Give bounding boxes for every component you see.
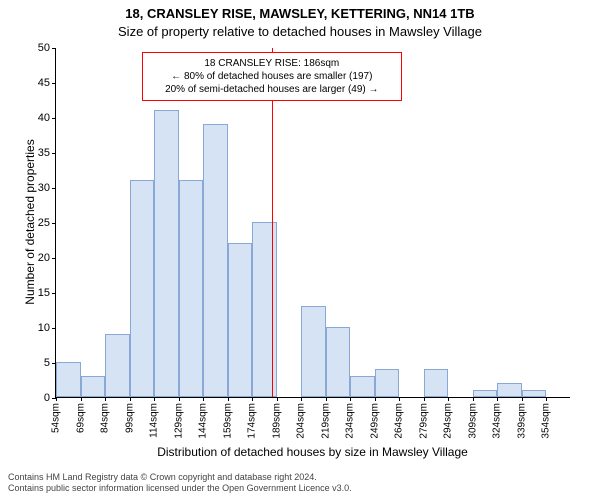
x-tick-mark <box>473 397 474 401</box>
y-tick-mark <box>52 363 56 364</box>
y-tick-label: 10 <box>38 322 50 334</box>
y-tick-mark <box>52 48 56 49</box>
x-tick-label: 54sqm <box>51 403 62 433</box>
x-tick-mark <box>105 397 106 401</box>
y-tick-label: 25 <box>38 217 50 229</box>
x-tick-mark <box>130 397 131 401</box>
page-title: 18, CRANSLEY RISE, MAWSLEY, KETTERING, N… <box>0 6 600 21</box>
y-tick-label: 15 <box>38 287 50 299</box>
histogram-bar <box>301 306 326 397</box>
x-tick-label: 84sqm <box>100 403 111 433</box>
annotation-line: 18 CRANSLEY RISE: 186sqm <box>151 57 393 70</box>
x-tick-mark <box>56 397 57 401</box>
footer-attribution: Contains HM Land Registry data © Crown c… <box>8 472 352 495</box>
footer-line: Contains HM Land Registry data © Crown c… <box>8 472 352 483</box>
x-tick-label: 219sqm <box>320 403 331 439</box>
x-tick-mark <box>277 397 278 401</box>
x-tick-label: 69sqm <box>75 403 86 433</box>
x-tick-mark <box>228 397 229 401</box>
x-tick-mark <box>301 397 302 401</box>
x-tick-mark <box>375 397 376 401</box>
x-tick-label: 174sqm <box>247 403 258 439</box>
x-tick-label: 264sqm <box>394 403 405 439</box>
x-tick-label: 234sqm <box>345 403 356 439</box>
x-tick-mark <box>399 397 400 401</box>
y-axis-label: Number of detached properties <box>23 122 37 322</box>
y-tick-mark <box>52 118 56 119</box>
histogram-bar <box>56 362 81 397</box>
histogram-bar <box>105 334 130 397</box>
x-tick-label: 279sqm <box>418 403 429 439</box>
page-subtitle: Size of property relative to detached ho… <box>0 24 600 39</box>
histogram-bar <box>424 369 449 397</box>
histogram-bar <box>497 383 522 397</box>
x-tick-label: 99sqm <box>124 403 135 433</box>
y-tick-label: 50 <box>38 42 50 54</box>
x-tick-mark <box>522 397 523 401</box>
y-tick-mark <box>52 258 56 259</box>
histogram-plot: 0510152025303540455054sqm69sqm84sqm99sqm… <box>55 48 570 398</box>
histogram-bar <box>179 180 204 397</box>
histogram-bar <box>326 327 351 397</box>
histogram-bar <box>203 124 228 397</box>
x-tick-label: 354sqm <box>541 403 552 439</box>
x-tick-mark <box>448 397 449 401</box>
x-tick-label: 324sqm <box>492 403 503 439</box>
histogram-bar <box>350 376 375 397</box>
x-tick-label: 114sqm <box>149 403 160 438</box>
footer-line: Contains public sector information licen… <box>8 483 352 494</box>
y-tick-mark <box>52 153 56 154</box>
plot-area: 0510152025303540455054sqm69sqm84sqm99sqm… <box>55 48 570 398</box>
y-tick-label: 5 <box>44 357 50 369</box>
x-tick-mark <box>81 397 82 401</box>
y-tick-mark <box>52 223 56 224</box>
histogram-bar <box>81 376 106 397</box>
x-tick-label: 189sqm <box>271 403 282 439</box>
x-tick-label: 249sqm <box>369 403 380 439</box>
y-tick-mark <box>52 188 56 189</box>
x-tick-label: 129sqm <box>173 403 184 439</box>
y-tick-mark <box>52 293 56 294</box>
x-tick-label: 144sqm <box>198 403 209 439</box>
x-tick-label: 294sqm <box>443 403 454 439</box>
histogram-bar <box>252 222 277 397</box>
x-tick-label: 309sqm <box>467 403 478 439</box>
y-tick-label: 45 <box>38 77 50 89</box>
y-tick-label: 20 <box>38 252 50 264</box>
x-tick-mark <box>546 397 547 401</box>
y-tick-label: 40 <box>38 112 50 124</box>
x-tick-label: 204sqm <box>296 403 307 439</box>
x-tick-label: 339sqm <box>516 403 527 439</box>
annotation-box: 18 CRANSLEY RISE: 186sqm← 80% of detache… <box>142 52 402 101</box>
x-tick-mark <box>350 397 351 401</box>
histogram-bar <box>473 390 498 397</box>
histogram-bar <box>228 243 253 397</box>
y-tick-label: 30 <box>38 182 50 194</box>
histogram-bar <box>154 110 179 397</box>
y-tick-mark <box>52 328 56 329</box>
x-axis-label: Distribution of detached houses by size … <box>55 445 570 459</box>
annotation-line: ← 80% of detached houses are smaller (19… <box>151 70 393 83</box>
x-tick-mark <box>203 397 204 401</box>
histogram-bar <box>375 369 400 397</box>
y-tick-mark <box>52 83 56 84</box>
histogram-bar <box>130 180 155 397</box>
y-tick-label: 35 <box>38 147 50 159</box>
y-tick-label: 0 <box>44 392 50 404</box>
annotation-line: 20% of semi-detached houses are larger (… <box>151 83 393 96</box>
x-tick-mark <box>179 397 180 401</box>
histogram-bar <box>522 390 547 397</box>
x-tick-mark <box>154 397 155 401</box>
x-tick-mark <box>326 397 327 401</box>
x-tick-mark <box>497 397 498 401</box>
x-tick-label: 159sqm <box>222 403 233 439</box>
x-tick-mark <box>424 397 425 401</box>
x-tick-mark <box>252 397 253 401</box>
